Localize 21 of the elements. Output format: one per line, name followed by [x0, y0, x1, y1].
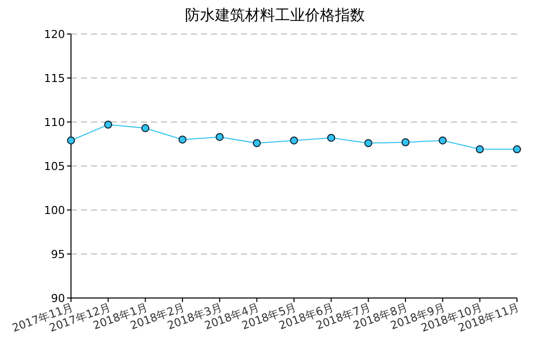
point [141, 124, 150, 132]
point [513, 145, 521, 154]
y-tick-label: 95 [51, 248, 65, 261]
y-tick-label: 100 [44, 204, 65, 217]
point [216, 132, 224, 141]
y-tick-label: 90 [51, 292, 65, 305]
point [178, 136, 186, 144]
point [364, 139, 372, 148]
point [252, 139, 261, 148]
y-tick-label: 110 [44, 116, 65, 129]
y-tick-label: 120 [44, 28, 65, 41]
point [290, 136, 298, 144]
point [67, 136, 75, 144]
y-tick-label: 105 [44, 160, 65, 173]
chart-title: 防水建筑材料工业价格指数 [185, 6, 365, 24]
point [402, 138, 410, 146]
point [438, 136, 447, 144]
y-tick-label: 115 [44, 72, 65, 85]
point [104, 120, 112, 129]
point [476, 145, 484, 154]
point [327, 134, 336, 142]
